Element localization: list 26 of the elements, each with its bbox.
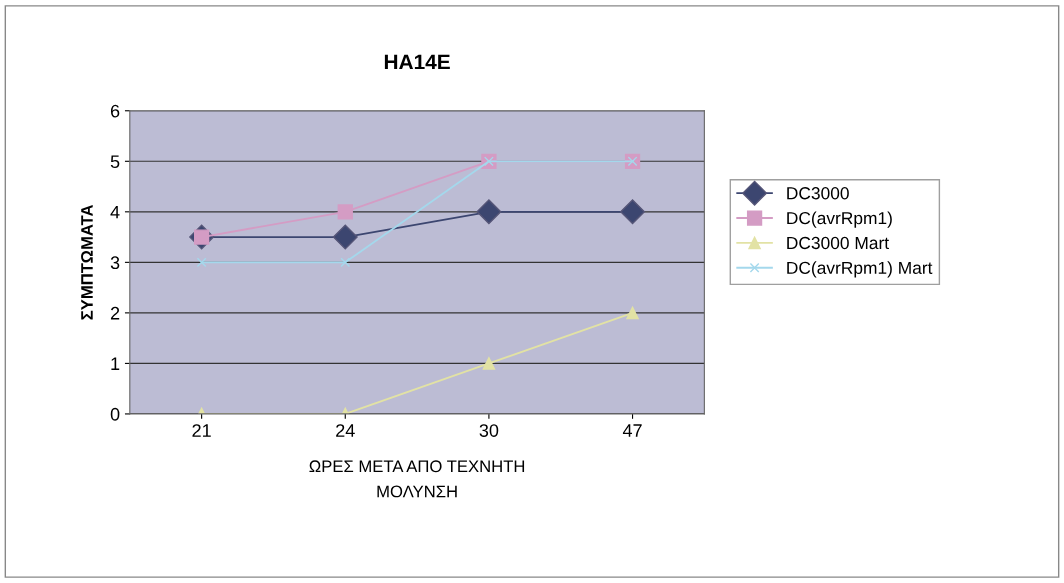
y-tick-label: 6 (110, 104, 120, 118)
y-tick-label: 0 (110, 407, 120, 421)
point (332, 224, 358, 250)
x-tick-label: 30 (479, 424, 499, 437)
legend-label: DC3000 (787, 187, 849, 200)
point (620, 199, 646, 225)
chart-title: HA14E (384, 54, 450, 70)
x-axis-title: ΩΡΕΣ ΜΕΤΑ ΑΠΟ ΤΕΧΝΗΤΗ ΜΟΛΥΝΣΗ (309, 460, 525, 498)
y-tick-label: 1 (111, 357, 120, 370)
x-tick-label: 24 (336, 424, 355, 437)
point (476, 199, 502, 225)
x-tick-label: 21 (192, 424, 211, 437)
legend-label: DC(avrRpm1) (787, 211, 892, 228)
point (337, 204, 353, 220)
y-tick-label: 2 (110, 306, 120, 320)
point (626, 306, 639, 320)
y-axis-title: ΣΥΜΠΤΩΜΑΤΑ (81, 204, 93, 320)
legend-label: DC(avrRpm1) Mart (787, 261, 933, 278)
legend-label: DC3000 Mart (787, 236, 889, 250)
y-tick-label: 3 (110, 256, 120, 270)
point (482, 357, 496, 370)
y-tick-label: 4 (110, 205, 120, 219)
point (340, 257, 351, 268)
y-tick-label: 5 (110, 155, 120, 169)
x-tick-label: 47 (622, 424, 642, 437)
point (196, 257, 207, 268)
